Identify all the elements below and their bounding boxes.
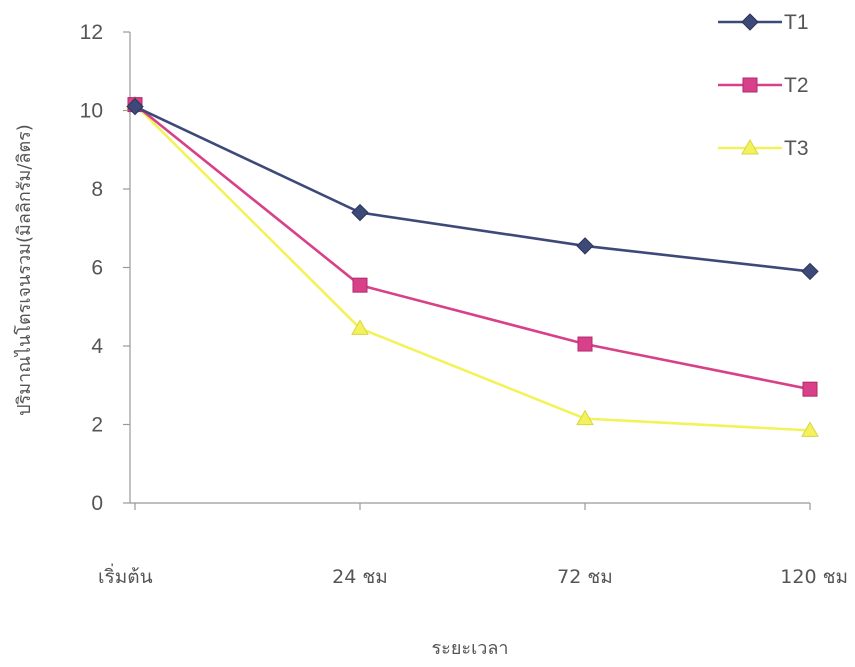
series-t1 <box>126 97 819 281</box>
data-point <box>351 203 369 222</box>
legend-item-t1: T1 <box>718 11 809 34</box>
series-line <box>134 105 811 273</box>
series-t3 <box>126 95 819 437</box>
y-tick-label: 0 <box>91 492 103 515</box>
data-point <box>576 237 594 255</box>
legend-marker <box>741 138 759 155</box>
legend-marker <box>742 77 758 93</box>
data-point <box>352 277 368 293</box>
y-tick-label: 10 <box>80 100 103 123</box>
series-line <box>134 103 811 432</box>
axes <box>129 32 810 504</box>
data-point <box>801 421 819 437</box>
series-line <box>134 103 811 391</box>
data-point <box>802 381 818 397</box>
y-tick-label: 2 <box>91 414 103 437</box>
legend-label: T3 <box>784 137 809 160</box>
x-axis-title: ระยะเวลา <box>432 638 509 659</box>
x-tick-label: 72 ชม <box>557 566 613 588</box>
legend: T1 T2 T3 <box>718 11 809 160</box>
y-tick-label: 6 <box>91 257 103 280</box>
data-point <box>351 319 369 335</box>
x-tick-label: 120 ชม <box>780 566 848 588</box>
series-group <box>126 95 819 437</box>
y-tick-label: 4 <box>91 335 103 358</box>
legend-item-t3: T3 <box>718 137 809 160</box>
y-tick-label: 12 <box>80 21 103 44</box>
x-tick-label: 24 ชม <box>332 566 388 588</box>
legend-marker <box>741 13 759 31</box>
x-ticks: เริ่มต้น 24 ชม 72 ชม 120 ชม <box>98 503 848 588</box>
y-tick-label: 8 <box>91 178 103 201</box>
data-point <box>577 336 593 352</box>
x-tick-label: เริ่มต้น <box>98 563 153 588</box>
legend-item-t2: T2 <box>718 74 809 97</box>
legend-label: T1 <box>784 11 809 34</box>
data-point <box>576 409 594 426</box>
data-point <box>126 97 144 116</box>
data-point <box>801 262 819 281</box>
series-t2 <box>127 97 818 397</box>
y-ticks: 0 2 4 6 8 10 12 <box>80 21 130 515</box>
legend-label: T2 <box>784 74 809 97</box>
y-axis-title: ปริมาณไนโตรเจนรวม(มิลลิกรัม/ลิตร) <box>13 124 35 416</box>
